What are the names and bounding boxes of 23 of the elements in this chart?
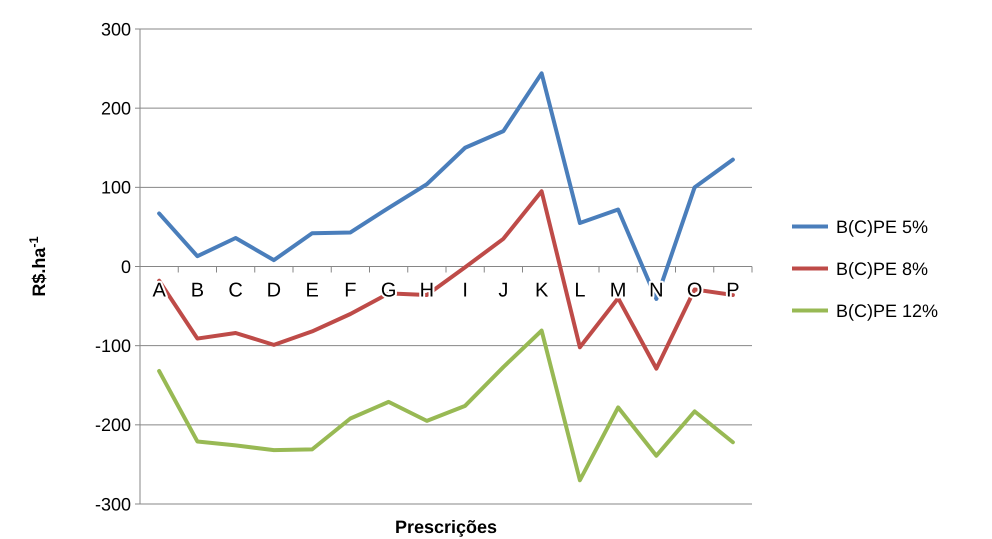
x-tick-label: E [305,280,319,302]
line-series [157,328,735,482]
x-tick-label: L [574,280,586,302]
y-tick-label: -100 [94,336,131,356]
x-tick-label: A [152,280,166,302]
y-tick-label: -200 [94,415,131,436]
x-axis-title: Prescrições [394,517,498,537]
x-tick-label: K [534,280,549,302]
y-tick-label: 300 [100,19,131,40]
legend-label: B(C)PE 5% [836,216,928,237]
x-tick-label: D [266,280,282,302]
legend-label: B(C)PE 8% [836,258,928,279]
y-tick-label: 200 [100,98,131,118]
y-tick-label: 0 [120,256,131,277]
legend-label: B(C)PE 12% [836,300,938,321]
y-tick-label: -300 [94,494,131,514]
x-tick-label: I [462,280,468,302]
x-tick-label: F [344,280,356,302]
x-tick-label: B [190,280,204,302]
x-tick-label: C [228,280,243,302]
x-tick-label: M [610,280,626,302]
x-tick-label: J [498,280,508,302]
y-tick-label: 100 [100,178,131,198]
